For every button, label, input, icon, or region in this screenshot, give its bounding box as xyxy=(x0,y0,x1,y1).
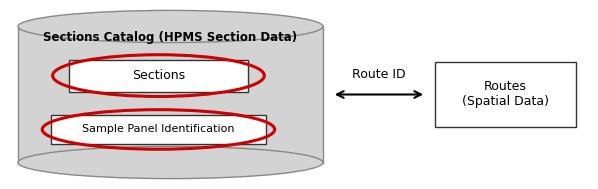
Text: Sections Catalog (HPMS Section Data): Sections Catalog (HPMS Section Data) xyxy=(44,31,297,44)
Polygon shape xyxy=(18,26,323,163)
FancyBboxPatch shape xyxy=(435,62,575,127)
Text: Routes
(Spatial Data): Routes (Spatial Data) xyxy=(462,81,549,108)
Text: Route ID: Route ID xyxy=(352,68,406,81)
FancyBboxPatch shape xyxy=(51,115,266,144)
Text: Sample Panel Identification: Sample Panel Identification xyxy=(82,125,235,134)
Text: Sections: Sections xyxy=(132,69,185,82)
Ellipse shape xyxy=(18,146,323,179)
Ellipse shape xyxy=(18,10,323,43)
FancyBboxPatch shape xyxy=(69,60,248,92)
